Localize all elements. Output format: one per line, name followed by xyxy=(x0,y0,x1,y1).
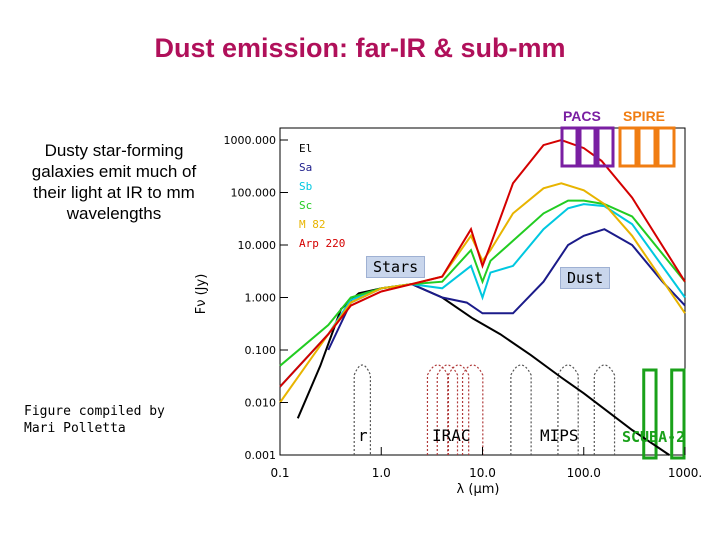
y-tick-label: 1.000 xyxy=(245,292,277,305)
pacs-band-1 xyxy=(560,126,579,168)
intro-text: Dusty star-forming galaxies emit much of… xyxy=(31,141,197,223)
legend-entry: M 82 xyxy=(299,218,326,231)
irac-band-3 xyxy=(447,364,470,455)
legend-entry: El xyxy=(299,142,312,155)
filter-bands xyxy=(353,364,686,460)
figure-credit: Figure compiled by Mari Polletta xyxy=(24,404,165,436)
irac-band-4 xyxy=(461,364,484,455)
series-line-m-82 xyxy=(279,182,686,404)
r-band-curve xyxy=(353,364,372,455)
page-title: Dust emission: far-IR & sub-mm xyxy=(154,33,566,63)
y-tick-label: 0.100 xyxy=(245,344,277,357)
pacs-band-2 xyxy=(578,126,597,168)
dust-label: Dust xyxy=(560,267,611,289)
spire-band-3 xyxy=(656,126,676,168)
series-line-sc xyxy=(279,199,686,367)
legend-entry: Sb xyxy=(299,180,312,193)
series-line-el xyxy=(296,283,670,456)
y-tick-label: 1000.000 xyxy=(224,134,277,147)
pacs-band-3 xyxy=(596,126,615,168)
series-line-arp-220 xyxy=(279,138,686,388)
r-band-label: r xyxy=(358,426,368,445)
x-tick-label: 1000. xyxy=(668,466,702,480)
axis-ticks: 0.1 1.0 10.0 100.0 1000. 1000.000 100.000 10.00… xyxy=(224,134,703,480)
scuba-band-2 xyxy=(670,368,686,460)
legend-entry: Sc xyxy=(299,199,312,212)
x-tick-label: 10.0 xyxy=(469,466,496,480)
y-axis-label: Fν (Jy) xyxy=(194,274,209,315)
irac-band-1 xyxy=(426,364,449,455)
series-line-sb xyxy=(279,203,686,388)
x-tick-label: 100.0 xyxy=(567,466,601,480)
y-tick-label: 0.001 xyxy=(245,449,277,462)
sed-series xyxy=(279,138,686,456)
y-tick-label: 0.010 xyxy=(245,397,277,410)
x-tick-label: 0.1 xyxy=(270,466,289,480)
pacs-label: PACS xyxy=(563,108,601,124)
y-tick-label: 100.000 xyxy=(231,187,277,200)
irac-label: IRAC xyxy=(432,426,471,445)
y-tick-label: 10.000 xyxy=(238,239,277,252)
mips-band-1 xyxy=(510,364,532,455)
spire-band-1 xyxy=(618,126,638,168)
x-axis-label: λ (μm) xyxy=(457,482,500,497)
scuba-band-1 xyxy=(642,368,658,460)
scuba-label: SCUBA-2 xyxy=(622,428,686,446)
stars-label: Stars xyxy=(366,256,426,278)
mips-band-3 xyxy=(593,364,616,455)
mips-label: MIPS xyxy=(540,426,579,445)
spire-band-2 xyxy=(637,126,657,168)
instrument-bands xyxy=(560,126,676,168)
legend-entry: Arp 220 xyxy=(299,237,345,250)
legend-entry: Sa xyxy=(299,161,312,174)
spire-label: SPIRE xyxy=(623,108,666,124)
legend: El Sa Sb Sc M 82 Arp 220 xyxy=(299,142,345,250)
x-tick-label: 1.0 xyxy=(372,466,391,480)
irac-band-2 xyxy=(436,364,459,455)
